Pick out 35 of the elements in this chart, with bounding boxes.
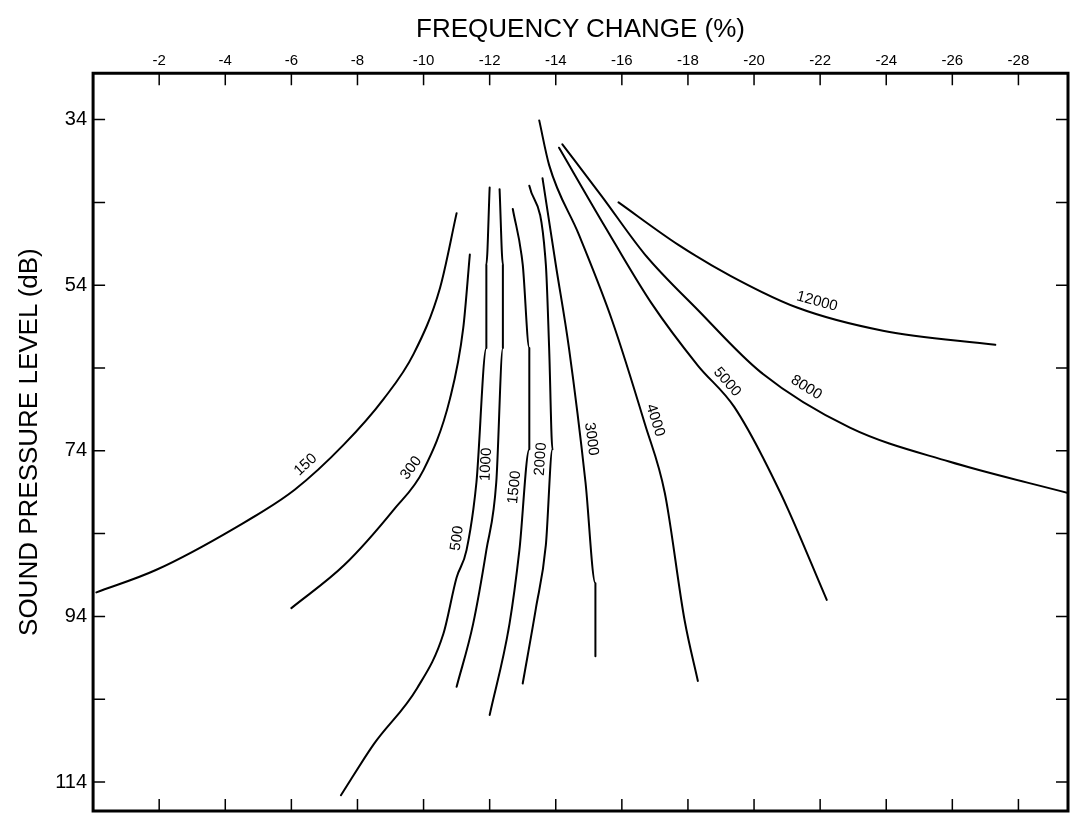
y-tick-label: 94 xyxy=(64,603,88,626)
text: 8000 xyxy=(788,370,826,403)
x-tick-label: -16 xyxy=(611,51,633,69)
x-tick-label: -14 xyxy=(544,51,567,69)
text: 4000 xyxy=(643,401,670,439)
x-tick-label: -6 xyxy=(284,51,299,69)
x-tick-label: -12 xyxy=(478,51,501,69)
text: 1000 xyxy=(475,447,495,482)
x-tick-label: -22 xyxy=(809,51,831,69)
x-tick-label: -28 xyxy=(1007,51,1030,69)
text: 12000 xyxy=(795,286,840,314)
x-axis-title: FREQUENCY CHANGE (%) xyxy=(416,12,745,43)
line-series xyxy=(521,184,554,685)
text: 3000 xyxy=(582,421,604,457)
y-tick-label: 54 xyxy=(64,272,88,295)
x-tick-label: -10 xyxy=(412,51,435,69)
x-tick-label: -2 xyxy=(152,51,166,69)
x-tick-label: -20 xyxy=(743,51,765,69)
x-tick-label: -24 xyxy=(875,51,898,69)
y-tick-label: 114 xyxy=(55,769,88,792)
line-series xyxy=(290,253,471,610)
y-tick-label: 74 xyxy=(64,438,88,461)
text: 300 xyxy=(395,452,425,483)
text: 2000 xyxy=(529,441,550,477)
text: 1500 xyxy=(503,469,524,505)
x-tick-label: -18 xyxy=(677,51,699,69)
x-tick-label: -4 xyxy=(218,51,232,69)
line-series xyxy=(339,186,491,797)
x-tick-label: -8 xyxy=(350,51,365,69)
text: 500 xyxy=(445,524,467,552)
y-tick-label: 34 xyxy=(64,107,88,130)
text: 150 xyxy=(289,449,320,479)
y-axis-title: SOUND PRESSURE LEVEL (dB) xyxy=(12,248,43,636)
x-tick-label: -26 xyxy=(941,51,964,69)
line-series xyxy=(617,201,997,346)
